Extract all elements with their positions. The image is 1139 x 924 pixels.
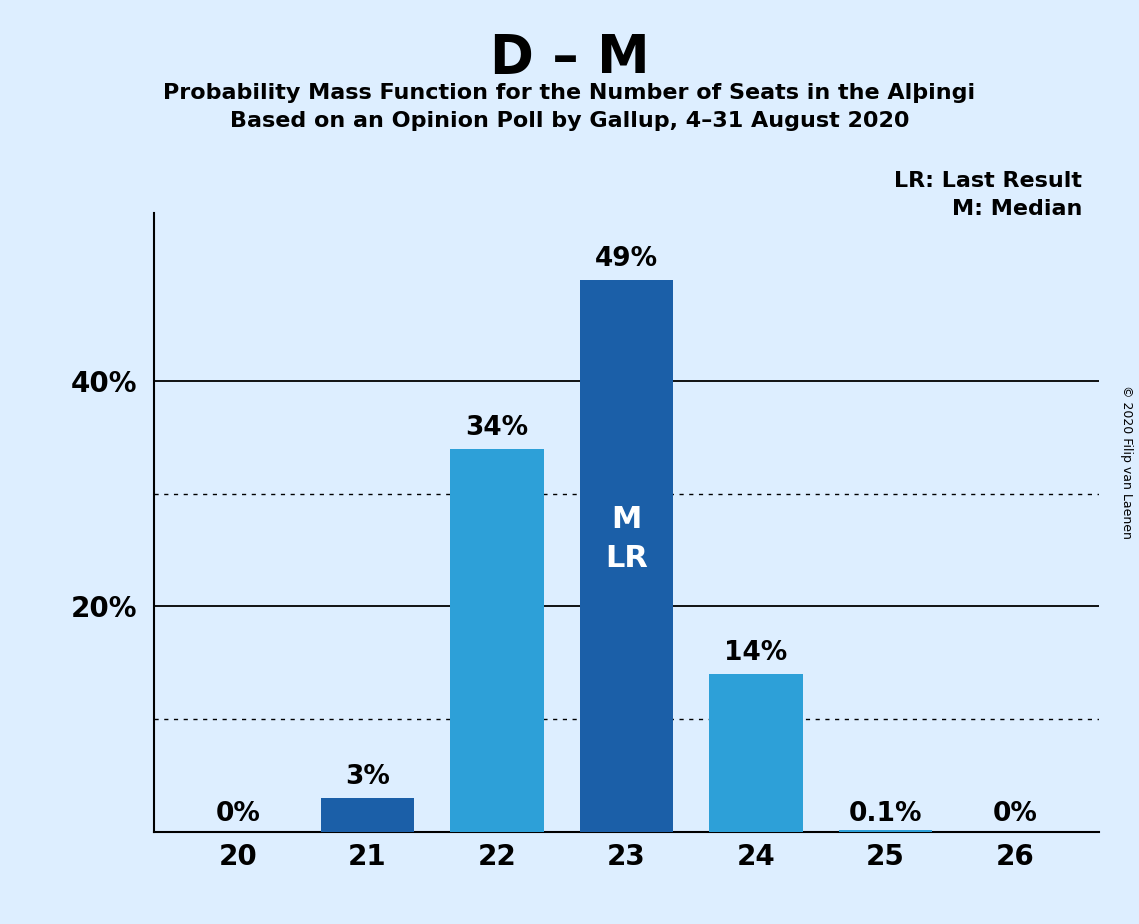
Text: 3%: 3% [345, 764, 390, 790]
Text: © 2020 Filip van Laenen: © 2020 Filip van Laenen [1121, 385, 1133, 539]
Text: D – M: D – M [490, 32, 649, 84]
Bar [710, 674, 803, 832]
Bar [450, 449, 543, 832]
Text: M: Median: M: Median [952, 199, 1082, 219]
Bar [321, 797, 415, 832]
Text: 49%: 49% [595, 246, 658, 273]
Text: 0%: 0% [215, 801, 261, 827]
Text: M
LR: M LR [605, 505, 648, 573]
Bar [580, 280, 673, 832]
Text: 14%: 14% [724, 640, 787, 666]
Text: 0.1%: 0.1% [849, 801, 923, 827]
Text: LR: Last Result: LR: Last Result [894, 171, 1082, 191]
Text: Probability Mass Function for the Number of Seats in the Alþingi: Probability Mass Function for the Number… [163, 83, 976, 103]
Text: Based on an Opinion Poll by Gallup, 4–31 August 2020: Based on an Opinion Poll by Gallup, 4–31… [230, 111, 909, 131]
Text: 0%: 0% [992, 801, 1038, 827]
Bar [838, 831, 932, 832]
Text: 34%: 34% [466, 415, 528, 441]
